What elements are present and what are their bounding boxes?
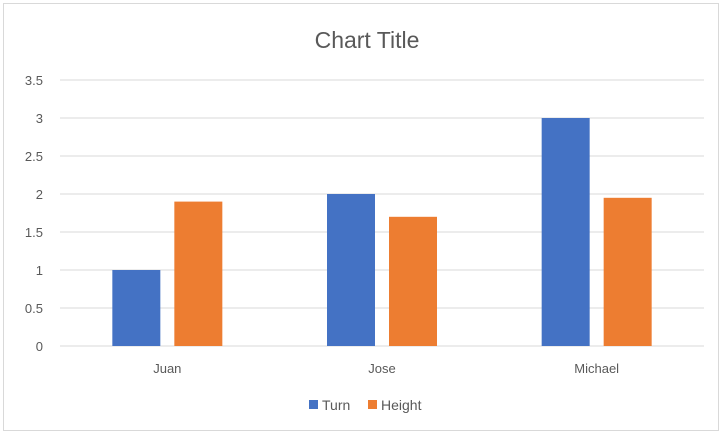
y-tick-label: 1.5 <box>25 225 43 240</box>
bar-height-michael <box>603 197 652 346</box>
legend-swatch-turn <box>309 400 318 409</box>
bar-turn-jose <box>327 194 375 346</box>
gridlines <box>60 79 704 347</box>
legend-label-turn: Turn <box>322 397 350 413</box>
bar-height-juan <box>174 201 223 346</box>
legend: Turn Height <box>309 397 422 413</box>
y-tick-label: 2 <box>36 187 43 202</box>
x-tick-label: Michael <box>574 361 619 376</box>
y-tick-label: 2.5 <box>25 149 43 164</box>
x-tick-label: Jose <box>368 361 395 376</box>
bars <box>112 118 652 346</box>
y-axis-tick-labels: 0 0.5 1 1.5 2 2.5 3 3.5 <box>25 73 43 354</box>
y-tick-label: 3.5 <box>25 73 43 88</box>
chart-title: Chart Title <box>315 27 420 53</box>
y-tick-label: 3 <box>36 111 43 126</box>
bar-height-jose <box>389 216 437 346</box>
y-tick-label: 1 <box>36 263 43 278</box>
x-tick-label: Juan <box>153 361 181 376</box>
legend-label-height: Height <box>381 397 422 413</box>
bar-turn-michael <box>541 118 590 346</box>
x-axis-tick-labels: Juan Jose Michael <box>153 361 619 376</box>
y-tick-label: 0.5 <box>25 301 43 316</box>
legend-swatch-height <box>368 400 377 409</box>
bar-turn-juan <box>112 270 161 346</box>
y-tick-label: 0 <box>36 339 43 354</box>
